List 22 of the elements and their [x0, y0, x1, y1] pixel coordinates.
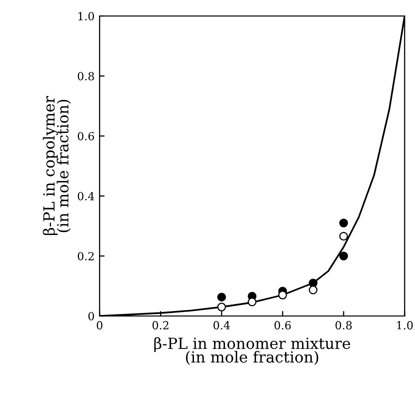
point: [217, 292, 226, 302]
x-tick-label: 1.0: [397, 321, 413, 330]
y-tick-label: 0.6: [78, 132, 94, 140]
point: [217, 302, 226, 312]
y-tick-label: 0.4: [78, 192, 94, 200]
y-tick-label: 1.0: [78, 12, 94, 20]
y-tick-label: 0.8: [78, 72, 94, 80]
x-tick-label: 0.4: [214, 321, 230, 330]
point: [248, 298, 256, 306]
y-tick-label: 0: [88, 312, 94, 320]
x-tick-label: 0.6: [274, 321, 291, 330]
point: [339, 252, 348, 260]
x-tick-label: 0.8: [336, 321, 352, 330]
x-axis-title: β-PL in monomer mixture (in mole fraction): [154, 337, 350, 365]
x-tick-label: 0.2: [152, 321, 168, 330]
y-tick-label: 0.2: [78, 252, 94, 260]
point: [339, 218, 348, 228]
y-axis-title: β-PL in copolymer (in mole fraction): [42, 96, 71, 236]
point: [339, 232, 348, 241]
x-tick-label: 0: [96, 321, 102, 330]
point: [308, 286, 318, 294]
point: [278, 290, 287, 300]
